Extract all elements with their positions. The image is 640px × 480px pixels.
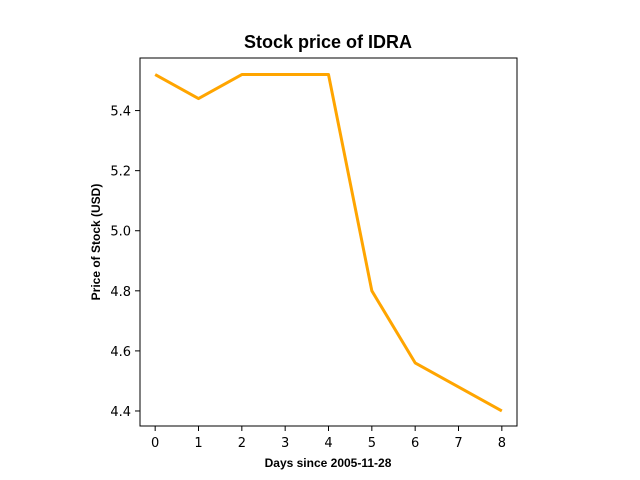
y-tick-label: 4.6 xyxy=(110,345,131,360)
y-tick-label: 4.4 xyxy=(110,405,131,420)
chart-title: Stock price of IDRA xyxy=(244,32,412,52)
y-tick-label: 5.2 xyxy=(110,165,131,180)
x-tick-label: 8 xyxy=(498,436,506,451)
x-tick-label: 0 xyxy=(151,436,159,451)
x-axis: 0 1 2 3 4 5 6 7 8 xyxy=(151,426,506,451)
x-tick-label: 2 xyxy=(238,436,246,451)
x-axis-label: Days since 2005-11-28 xyxy=(265,456,392,470)
x-tick-label: 6 xyxy=(411,436,419,451)
y-axis: 4.4 4.6 4.8 5.0 5.2 5.4 xyxy=(110,105,140,420)
series-layer xyxy=(154,73,503,413)
y-axis-label: Price of Stock (USD) xyxy=(89,184,103,301)
series-line xyxy=(154,73,503,413)
x-tick-label: 5 xyxy=(368,436,376,451)
x-tick-label: 3 xyxy=(281,436,289,451)
x-tick-label: 1 xyxy=(194,436,202,451)
y-tick-label: 5.0 xyxy=(110,225,131,240)
y-tick-label: 4.8 xyxy=(110,285,131,300)
plot-area xyxy=(139,57,518,427)
x-tick-label: 7 xyxy=(454,436,462,451)
y-tick-label: 5.4 xyxy=(110,105,131,120)
x-tick-label: 4 xyxy=(324,436,332,451)
